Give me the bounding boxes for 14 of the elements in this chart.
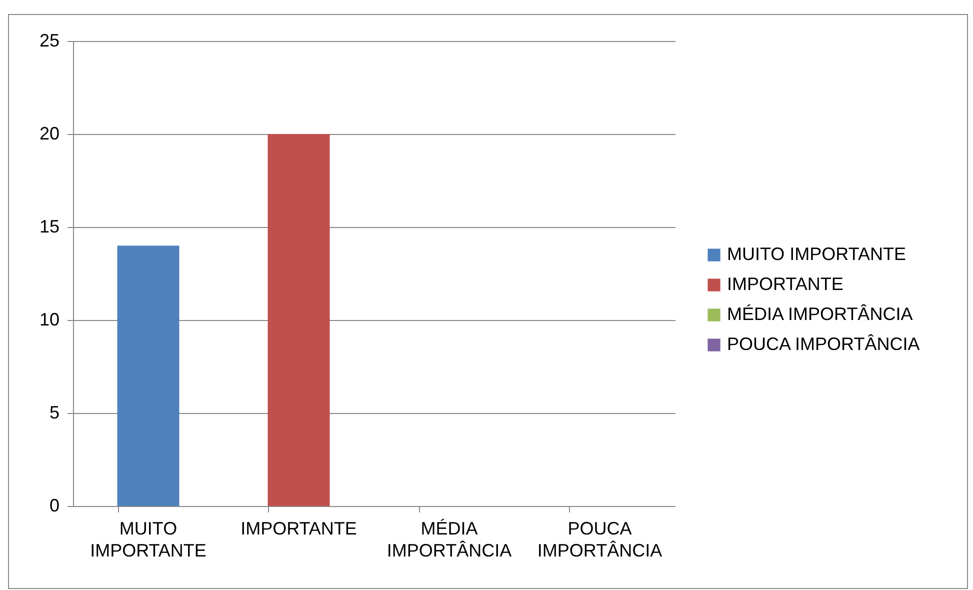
legend-label: IMPORTANTE	[727, 274, 844, 294]
y-tick-label: 5	[49, 402, 60, 422]
x-tick-label: IMPORTANTE	[240, 518, 357, 538]
x-tick-label: MUITO IMPORTANTE	[90, 518, 206, 560]
y-tick-label: 25	[39, 30, 60, 50]
x-tick-label: MÉDIA IMPORTÂNCIA	[386, 518, 512, 560]
y-tick-label: 20	[39, 124, 60, 144]
x-tick-label: POUCA IMPORTÂNCIA	[537, 518, 662, 560]
legend-label: MÉDIA IMPORTÂNCIA	[727, 304, 913, 324]
legend-label: POUCA IMPORTÂNCIA	[727, 334, 920, 354]
y-tick-label: 10	[39, 310, 60, 330]
y-tick-label: 0	[49, 496, 60, 516]
legend-label: MUITO IMPORTANTE	[727, 244, 906, 264]
y-tick-label: 15	[39, 216, 60, 236]
